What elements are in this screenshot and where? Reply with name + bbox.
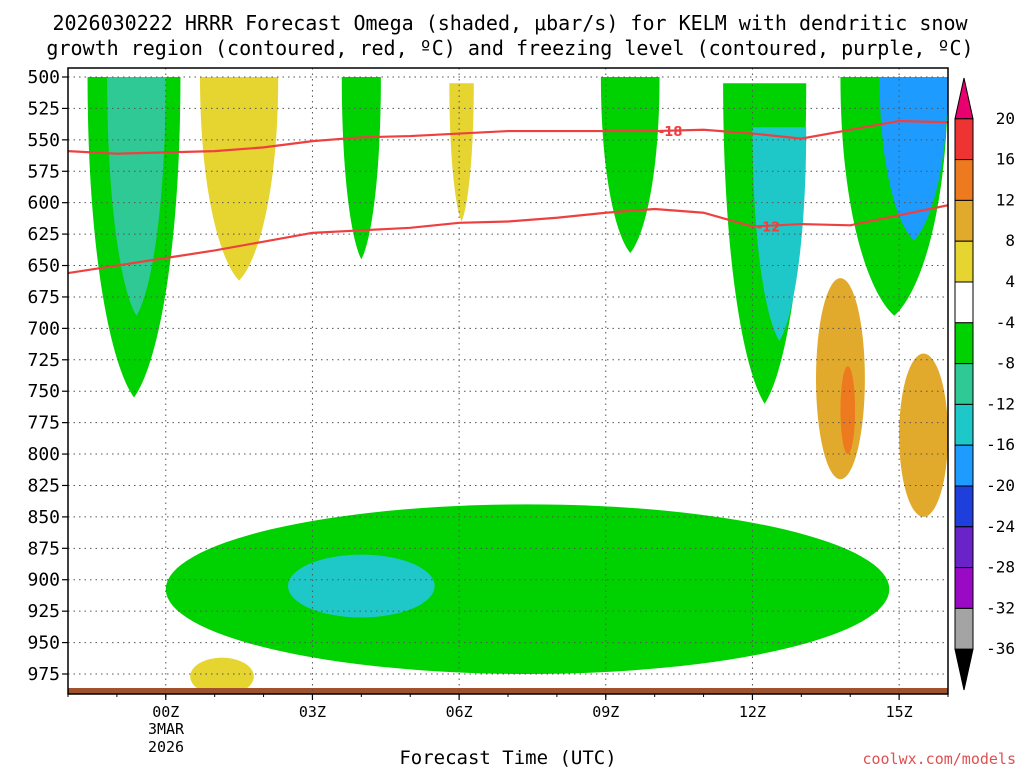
- colorbar-label: -36: [986, 639, 1015, 658]
- omega-region: [288, 554, 435, 618]
- y-tick-label: 550: [27, 130, 60, 151]
- colorbar-label: 16: [996, 150, 1015, 169]
- y-tick-label: 575: [27, 161, 60, 182]
- y-tick-label: 625: [27, 224, 60, 245]
- colorbar-segment: [954, 199, 974, 242]
- date-label-line1: 3MAR: [148, 720, 185, 738]
- y-tick-label: 825: [27, 475, 60, 496]
- colorbar-label: 20: [996, 109, 1015, 128]
- colorbar-segment: [954, 363, 974, 405]
- colorbar-segment: [954, 607, 974, 650]
- time-axis: 00Z 03Z 06Z 09Z 12Z 15Z: [67, 694, 949, 721]
- colorbar-label: -12: [986, 394, 1015, 413]
- grid-lines: [68, 68, 948, 694]
- y-tick-label: 925: [27, 601, 60, 622]
- y-tick-label: 650: [27, 256, 60, 277]
- omega-shading: [68, 77, 948, 694]
- colorbar-label: -20: [986, 476, 1015, 495]
- chart-title-line2: growth region (contoured, red, ºC) and f…: [46, 36, 973, 60]
- colorbar-segment: [954, 526, 974, 569]
- y-tick-label: 875: [27, 538, 60, 559]
- contour-line: [68, 204, 948, 275]
- y-tick-label: 725: [27, 350, 60, 371]
- omega-region: [200, 77, 279, 281]
- omega-region: [341, 77, 381, 260]
- colorbar-segment: [954, 403, 974, 446]
- x-tick-label: 09Z: [592, 703, 619, 721]
- colorbar-top-triangle: [954, 77, 974, 120]
- colorbar-segment: [954, 322, 974, 365]
- colorbar-segment: [954, 444, 974, 487]
- y-tick-label: 850: [27, 507, 60, 528]
- x-tick-label: 00Z: [152, 703, 179, 721]
- colorbar-segment: [954, 281, 974, 324]
- x-axis-label: Forecast Time (UTC): [399, 747, 616, 768]
- y-tick-label: 950: [27, 633, 60, 654]
- pressure-axis: 500 525 550 575 600 625 650 675 700 725 750 775 800 8…: [27, 67, 68, 685]
- date-label-line2: 2026: [148, 738, 184, 756]
- colorbar-bottom-triangle: [954, 648, 974, 691]
- x-tick-label: 06Z: [446, 703, 473, 721]
- ground-strip: [68, 688, 948, 694]
- omega-region: [190, 657, 254, 694]
- temperature-contours: -18 -12: [68, 119, 948, 275]
- colorbar-label: 8: [1005, 231, 1015, 250]
- omega-region: [107, 77, 166, 316]
- omega-region: [600, 77, 660, 253]
- y-tick-label: 675: [27, 287, 60, 308]
- colorbar-label: -8: [996, 354, 1015, 373]
- omega-region: [879, 77, 948, 241]
- contour-label: -12: [757, 221, 781, 236]
- contour-label: -18: [659, 125, 683, 140]
- contour-line: [68, 119, 948, 155]
- colorbar-segment: [954, 159, 974, 201]
- omega-region: [816, 278, 865, 480]
- omega-region: [449, 83, 474, 222]
- y-tick-label: 750: [27, 381, 60, 402]
- credit-text: coolwx.com/models: [862, 750, 1016, 768]
- y-tick-label: 900: [27, 570, 60, 591]
- colorbar-label: -4: [996, 313, 1015, 332]
- colorbar-segment: [954, 240, 974, 283]
- colorbar-label: 12: [996, 190, 1015, 209]
- colorbar-label: -28: [986, 558, 1015, 577]
- y-tick-label: 600: [27, 193, 60, 214]
- y-tick-label: 800: [27, 444, 60, 465]
- omega-region: [840, 366, 856, 455]
- colorbar-label: -32: [986, 598, 1015, 617]
- x-tick-label: 03Z: [299, 703, 326, 721]
- y-tick-label: 500: [27, 67, 60, 88]
- x-tick-label: 12Z: [739, 703, 766, 721]
- colorbar-segment: [954, 485, 974, 528]
- omega-region: [752, 127, 807, 341]
- colorbar-segment: [954, 567, 974, 609]
- colorbar-label: -24: [986, 517, 1015, 536]
- x-tick-label: 15Z: [886, 703, 913, 721]
- y-tick-label: 975: [27, 664, 60, 685]
- omega-region: [899, 353, 948, 517]
- chart-title-line1: 2026030222 HRRR Forecast Omega (shaded, …: [52, 11, 968, 35]
- y-tick-label: 775: [27, 413, 60, 434]
- colorbar: 20 16 12 8 4 -4 -8 -12 -16 -20 -24 -28 -32 -36: [954, 77, 1015, 691]
- y-tick-label: 700: [27, 318, 60, 339]
- colorbar-label: 4: [1005, 272, 1015, 291]
- y-tick-label: 525: [27, 98, 60, 119]
- colorbar-label: -16: [986, 435, 1015, 454]
- colorbar-segment: [954, 118, 974, 161]
- omega-region: [165, 504, 890, 674]
